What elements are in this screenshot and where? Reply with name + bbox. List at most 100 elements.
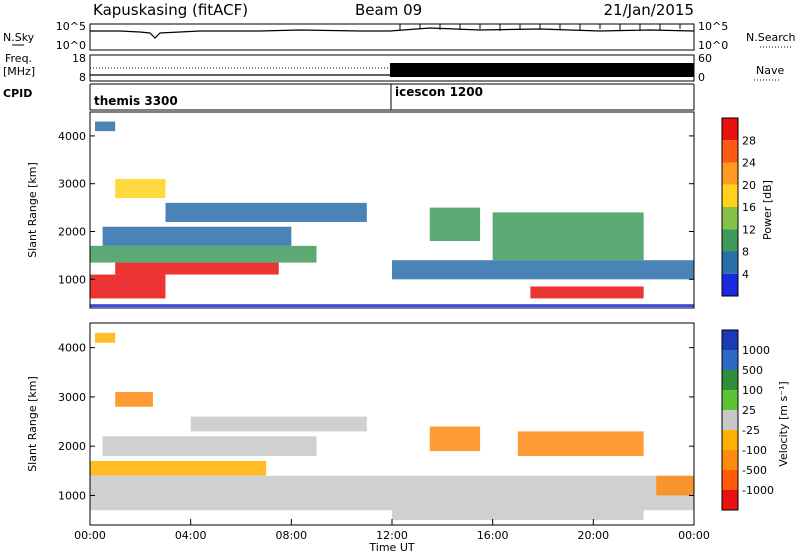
colorbar-cell-0 [722, 330, 738, 350]
x-tick-label-5: 20:00 [577, 529, 609, 542]
scatter-band-9 [530, 286, 644, 299]
colorbar-tick-1: 24 [742, 157, 756, 170]
colorbar-cell-3 [722, 184, 738, 207]
y-tick-label-1: 2000 [58, 440, 86, 453]
colorbar-tick-5: 8 [742, 246, 749, 259]
colorbar-cell-5 [722, 430, 738, 450]
scatter-band-10 [492, 212, 644, 261]
colorbar-tick-3: 25 [742, 404, 756, 417]
scatter-band-11 [90, 304, 694, 308]
scatter-band-5 [115, 178, 166, 199]
cpid-segment-1: themis 3300 [94, 94, 178, 108]
power-panel-frame [89, 111, 695, 309]
colorbar-cell-6 [722, 251, 738, 274]
velocity-x-axis: 00:00 04:00 08:00 12:00 16:00 20:00 00:00 [74, 519, 710, 542]
scatter-band-7 [392, 260, 694, 280]
nsearch-tick-top: 10^5 [698, 20, 728, 33]
nsky-trace [90, 27, 695, 39]
scatter-band-4 [115, 391, 153, 407]
y-tick-label-0: 1000 [58, 489, 86, 502]
nsearch-tick-bottom: 10^0 [698, 39, 728, 52]
time-xlabel: Time UT [368, 541, 414, 554]
nsearch-spikes [399, 24, 681, 31]
colorbar-tick-4: 12 [742, 223, 756, 236]
scatter-band-9 [392, 510, 644, 521]
colorbar-tick-4: -25 [742, 424, 760, 437]
y-tick-label-3: 4000 [58, 342, 86, 355]
colorbar-tick-5: -100 [742, 444, 767, 457]
x-tick-label-6: 00:00 [678, 529, 710, 542]
y-tick-label-3: 4000 [58, 130, 86, 143]
freq-tick-bottom: 8 [79, 71, 86, 84]
scatter-band-2 [90, 245, 317, 263]
colorbar-cell-8 [722, 490, 738, 510]
colorbar-cell-4 [722, 410, 738, 430]
colorbar-tick-1: 500 [742, 364, 763, 377]
colorbar-cell-7 [722, 273, 738, 296]
power-ylabel: Slant Range [km] [26, 162, 39, 258]
nsky-strip-frame [89, 23, 695, 51]
power-colorbar-label: Power [dB] [761, 180, 774, 240]
velocity-colorbar: 1000 500 100 25 -25 -100 -500 -1000 [721, 329, 774, 511]
colorbar-cell-5 [722, 229, 738, 252]
y-tick-label-0: 1000 [58, 273, 86, 286]
colorbar-tick-0: 1000 [742, 344, 770, 357]
scatter-band-8 [656, 475, 694, 496]
y-tick-label-2: 3000 [58, 178, 86, 191]
colorbar-frame [721, 117, 739, 297]
colorbar-cell-4 [722, 207, 738, 230]
velocity-y-axis: 1000 2000 3000 4000 [58, 342, 694, 502]
colorbar-tick-3: 16 [742, 201, 756, 214]
y-tick-label-1: 2000 [58, 226, 86, 239]
scatter-band-8 [429, 207, 481, 242]
colorbar-cell-2 [722, 162, 738, 185]
cpid-label: CPID [3, 87, 32, 100]
x-tick-label-1: 04:00 [175, 529, 207, 542]
x-tick-label-2: 08:00 [275, 529, 307, 542]
colorbar-cell-1 [722, 140, 738, 163]
colorbar-cell-3 [722, 390, 738, 410]
scatter-band-1 [90, 475, 694, 511]
nsky-tick-bottom: 10^0 [56, 39, 86, 52]
nsearch-label: N.Search [746, 31, 796, 44]
y-tick-label-2: 3000 [58, 391, 86, 404]
colorbar-frame [721, 329, 739, 511]
freq-label-line2: [MHz] [3, 65, 35, 78]
nave-tick-bottom: 0 [698, 71, 705, 84]
scatter-band-6 [95, 121, 116, 132]
power-y-axis: 1000 2000 3000 4000 [58, 130, 694, 286]
scatter-band-3 [102, 226, 292, 246]
scatter-band-7 [517, 431, 644, 457]
nave-label: Nave [756, 64, 784, 77]
scatter-band-5 [95, 332, 116, 343]
colorbar-tick-0: 28 [742, 134, 756, 147]
power-heatmap [90, 121, 694, 308]
scatter-band-2 [102, 436, 317, 457]
scatter-band-1 [115, 262, 279, 275]
nave-tick-top: 60 [698, 52, 712, 65]
scatter-band-4 [165, 202, 367, 222]
colorbar-tick-6: 4 [742, 268, 749, 281]
colorbar-cell-1 [722, 350, 738, 370]
colorbar-tick-2: 20 [742, 179, 756, 192]
station-title: Kapuskasing (fitACF) [93, 1, 248, 19]
power-colorbar: 28 24 20 16 12 8 4 [721, 117, 756, 297]
colorbar-tick-2: 100 [742, 384, 763, 397]
nsky-tick-top: 10^5 [56, 20, 86, 33]
beam-title: Beam 09 [355, 1, 422, 19]
date-title: 21/Jan/2015 [604, 1, 695, 19]
velocity-colorbar-label: Velocity [m s⁻¹] [777, 381, 790, 466]
colorbar-cell-6 [722, 450, 738, 470]
nsky-label: N.Sky [3, 31, 35, 44]
velocity-heatmap [90, 332, 694, 521]
colorbar-cell-7 [722, 470, 738, 490]
freq-dense-block [390, 63, 694, 77]
scatter-band-0 [90, 274, 166, 299]
x-tick-label-4: 16:00 [477, 529, 509, 542]
colorbar-tick-7: -1000 [742, 484, 774, 497]
velocity-ylabel: Slant Range [km] [26, 376, 39, 472]
colorbar-cell-2 [722, 370, 738, 390]
scatter-band-0 [90, 460, 267, 476]
freq-label-line1: Freq. [5, 52, 32, 65]
